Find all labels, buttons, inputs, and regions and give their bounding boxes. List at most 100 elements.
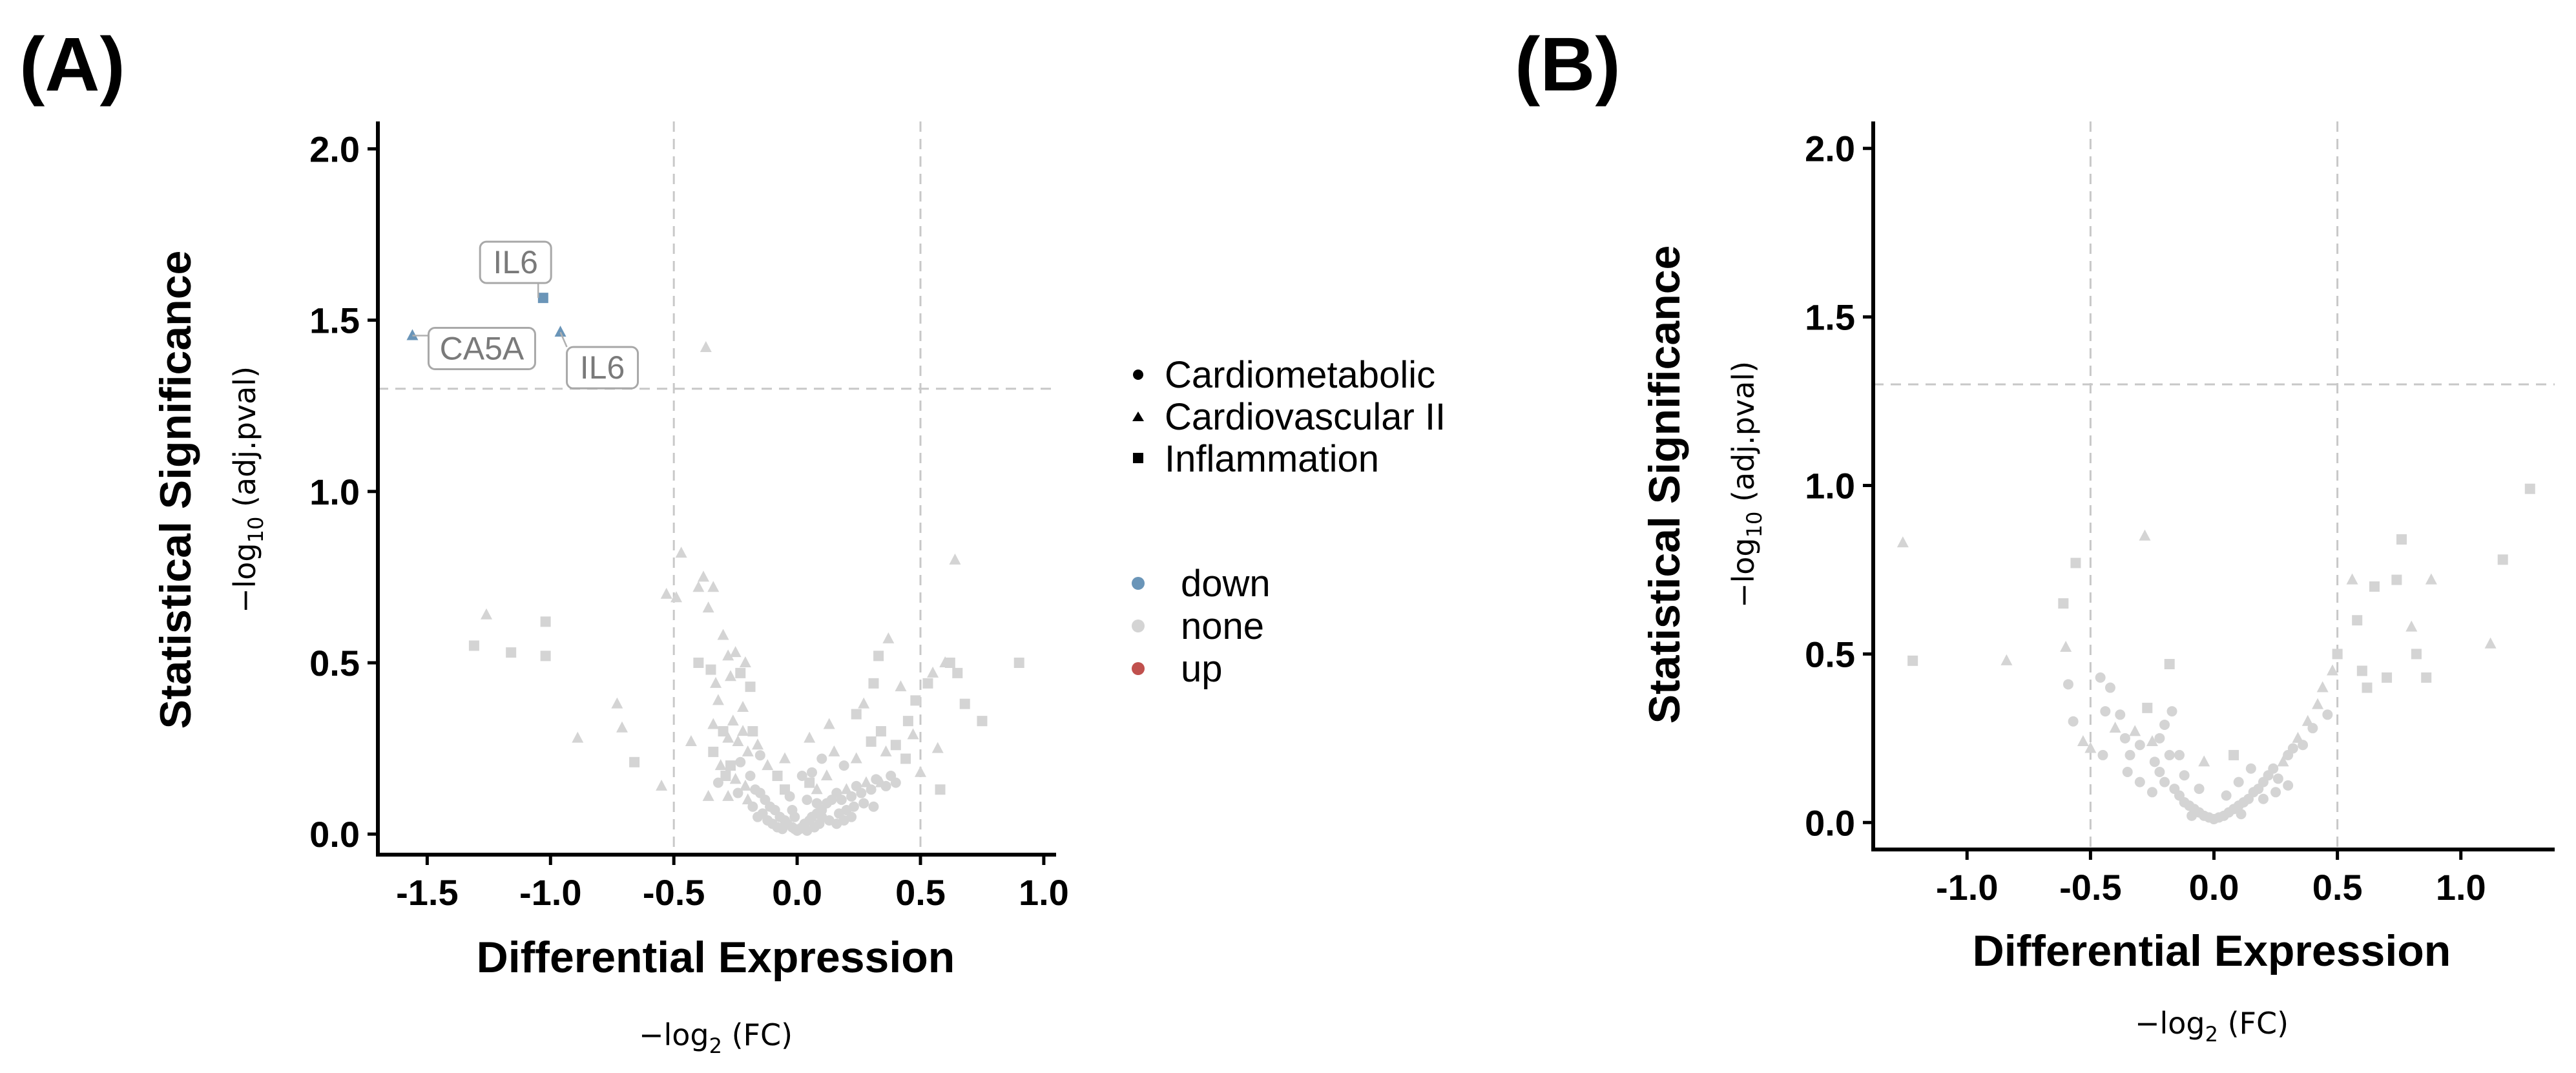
panel-b-point-12 — [2104, 682, 2115, 693]
panel-a-point-151 — [811, 798, 822, 809]
panel-a-gene-labels: IL6 CA5A IL6 — [412, 240, 639, 390]
panel-a-point-113 — [802, 795, 813, 806]
legend-shape-inflammation: Inflammation — [1133, 438, 1379, 480]
panel-b-point-91 — [2198, 755, 2210, 767]
panel-a-gene-label-box-1 — [427, 326, 536, 370]
panel-a-point-83 — [836, 795, 847, 806]
panel-b-point-82 — [2194, 784, 2205, 795]
panel-a-point-75 — [777, 824, 788, 835]
panel-a-point-47 — [729, 773, 742, 784]
panel-b-point-89 — [2154, 733, 2165, 744]
panel-a-point-147 — [762, 759, 774, 771]
panel-a-point-135 — [931, 742, 944, 753]
panel-a-point-36 — [722, 731, 734, 743]
panel-b-point-14 — [2115, 709, 2126, 720]
panel-a-point-45 — [720, 771, 731, 782]
panel-b-point-21 — [2146, 735, 2158, 747]
panel-a-x-tick-label-2: -0.5 — [643, 872, 705, 913]
panel-a-plot: IL6 CA5A IL6 -1.5 -1.0 -0.5 0.0 0.5 1.0 0.0 0.5 1.… — [309, 121, 1069, 913]
panel-a-y-axis-subtitle: −log10 (adj.pval) — [227, 366, 268, 613]
panel-a-point-18 — [692, 581, 705, 592]
panel-a-point-44 — [714, 759, 727, 771]
panel-a-point-19 — [698, 570, 709, 582]
panel-a-gene-label-0: IL6 — [493, 244, 538, 280]
panel-a-point-92 — [880, 780, 891, 791]
panel-a-point-31 — [737, 700, 749, 712]
panel-a-point-88 — [860, 776, 872, 787]
panel-a-point-42 — [752, 738, 763, 750]
panel-a-point-131 — [907, 728, 919, 740]
panel-a-point-140 — [952, 667, 963, 678]
panel-b-point-55 — [2298, 740, 2309, 751]
panel-a-point-2 — [554, 326, 566, 337]
panel-a-point-132 — [910, 695, 921, 706]
panel-a-point-6 — [506, 647, 517, 658]
panel-a-point-26 — [717, 629, 729, 640]
panel-b-point-6 — [2062, 679, 2073, 690]
panel-a-gene-label-1: CA5A — [440, 330, 525, 366]
panel-b-point-15 — [2119, 733, 2130, 744]
panel-b-point-49 — [2268, 763, 2279, 774]
panel-b-x-tick-label-1: -0.5 — [2059, 867, 2122, 908]
panel-b-point-24 — [2159, 719, 2170, 730]
panel-a-point-149 — [796, 771, 807, 782]
panel-a-point-23 — [705, 664, 716, 675]
panel-b-point-79 — [2134, 776, 2145, 787]
panel-a-point-94 — [890, 777, 901, 788]
panel-b-point-59 — [2316, 681, 2329, 693]
panel-a-point-108 — [900, 753, 911, 764]
panel-a-point-40 — [742, 745, 754, 756]
panel-a-point-48 — [735, 756, 746, 767]
panel-label-a: (A) — [19, 22, 125, 107]
panel-a-point-102 — [838, 760, 849, 771]
panel-a-point-89 — [866, 784, 877, 795]
panel-a-point-104 — [866, 736, 877, 747]
panel-b-point-57 — [2307, 723, 2318, 734]
panel-a-gene-label-box-0 — [479, 240, 552, 284]
panel-a-point-20 — [702, 601, 714, 613]
panel-a-point-126 — [868, 678, 879, 689]
panel-b-point-70 — [2396, 534, 2407, 545]
panel-b-point-84 — [2233, 776, 2244, 787]
panel-a-point-10 — [611, 697, 623, 709]
panel-b-points — [1896, 483, 2535, 825]
panel-a-point-125 — [858, 697, 870, 709]
panel-b-point-63 — [2346, 573, 2358, 585]
panel-a-point-22 — [693, 657, 704, 668]
panel-b-point-3 — [2058, 598, 2069, 609]
panel-a-y-tick-label-3: 1.5 — [309, 300, 360, 341]
panel-a-point-129 — [895, 680, 907, 692]
panel-a-point-150 — [789, 811, 800, 822]
panel-b-point-18 — [2134, 740, 2145, 751]
legend-none-marker — [1132, 620, 1145, 632]
panel-a-point-144 — [915, 766, 926, 777]
panel-b-point-62 — [2332, 649, 2343, 660]
panel-a-point-30 — [735, 667, 746, 678]
panel-b-y-tick-label-0: 0.0 — [1805, 802, 1855, 843]
legend-direction-none: none — [1132, 605, 1264, 647]
panel-a-point-112 — [804, 777, 815, 788]
panel-b-point-7 — [2068, 716, 2079, 727]
panel-b-y-tick-label-2: 1.0 — [1805, 466, 1855, 506]
panel-b-point-95 — [2097, 749, 2108, 760]
panel-b-point-53 — [2287, 743, 2298, 754]
panel-a-point-100 — [820, 769, 833, 781]
panel-a-point-32 — [739, 656, 751, 667]
legend-direction-up: up — [1132, 648, 1223, 690]
panel-b-point-27 — [2166, 706, 2177, 717]
panel-a-point-136 — [935, 784, 946, 795]
panel-b-point-9 — [2084, 742, 2097, 753]
panel-a-point-3 — [700, 341, 712, 353]
panel-a-point-29 — [729, 646, 742, 658]
panel-a-point-145 — [779, 752, 791, 764]
panel-a-point-155 — [702, 789, 714, 801]
panel-a-point-49 — [739, 779, 751, 791]
panel-a-point-106 — [880, 745, 892, 756]
panel-b-point-83 — [2221, 790, 2232, 801]
panel-a-point-141 — [959, 698, 970, 709]
panel-a-point-146 — [772, 771, 783, 782]
panel-a-point-142 — [977, 716, 988, 727]
panel-b-point-64 — [2352, 615, 2363, 626]
panel-a-point-130 — [902, 716, 913, 727]
panel-b-plot: -1.0 -0.5 0.0 0.5 1.0 0.0 0.5 1.0 1.5 2.0 — [1805, 121, 2555, 908]
